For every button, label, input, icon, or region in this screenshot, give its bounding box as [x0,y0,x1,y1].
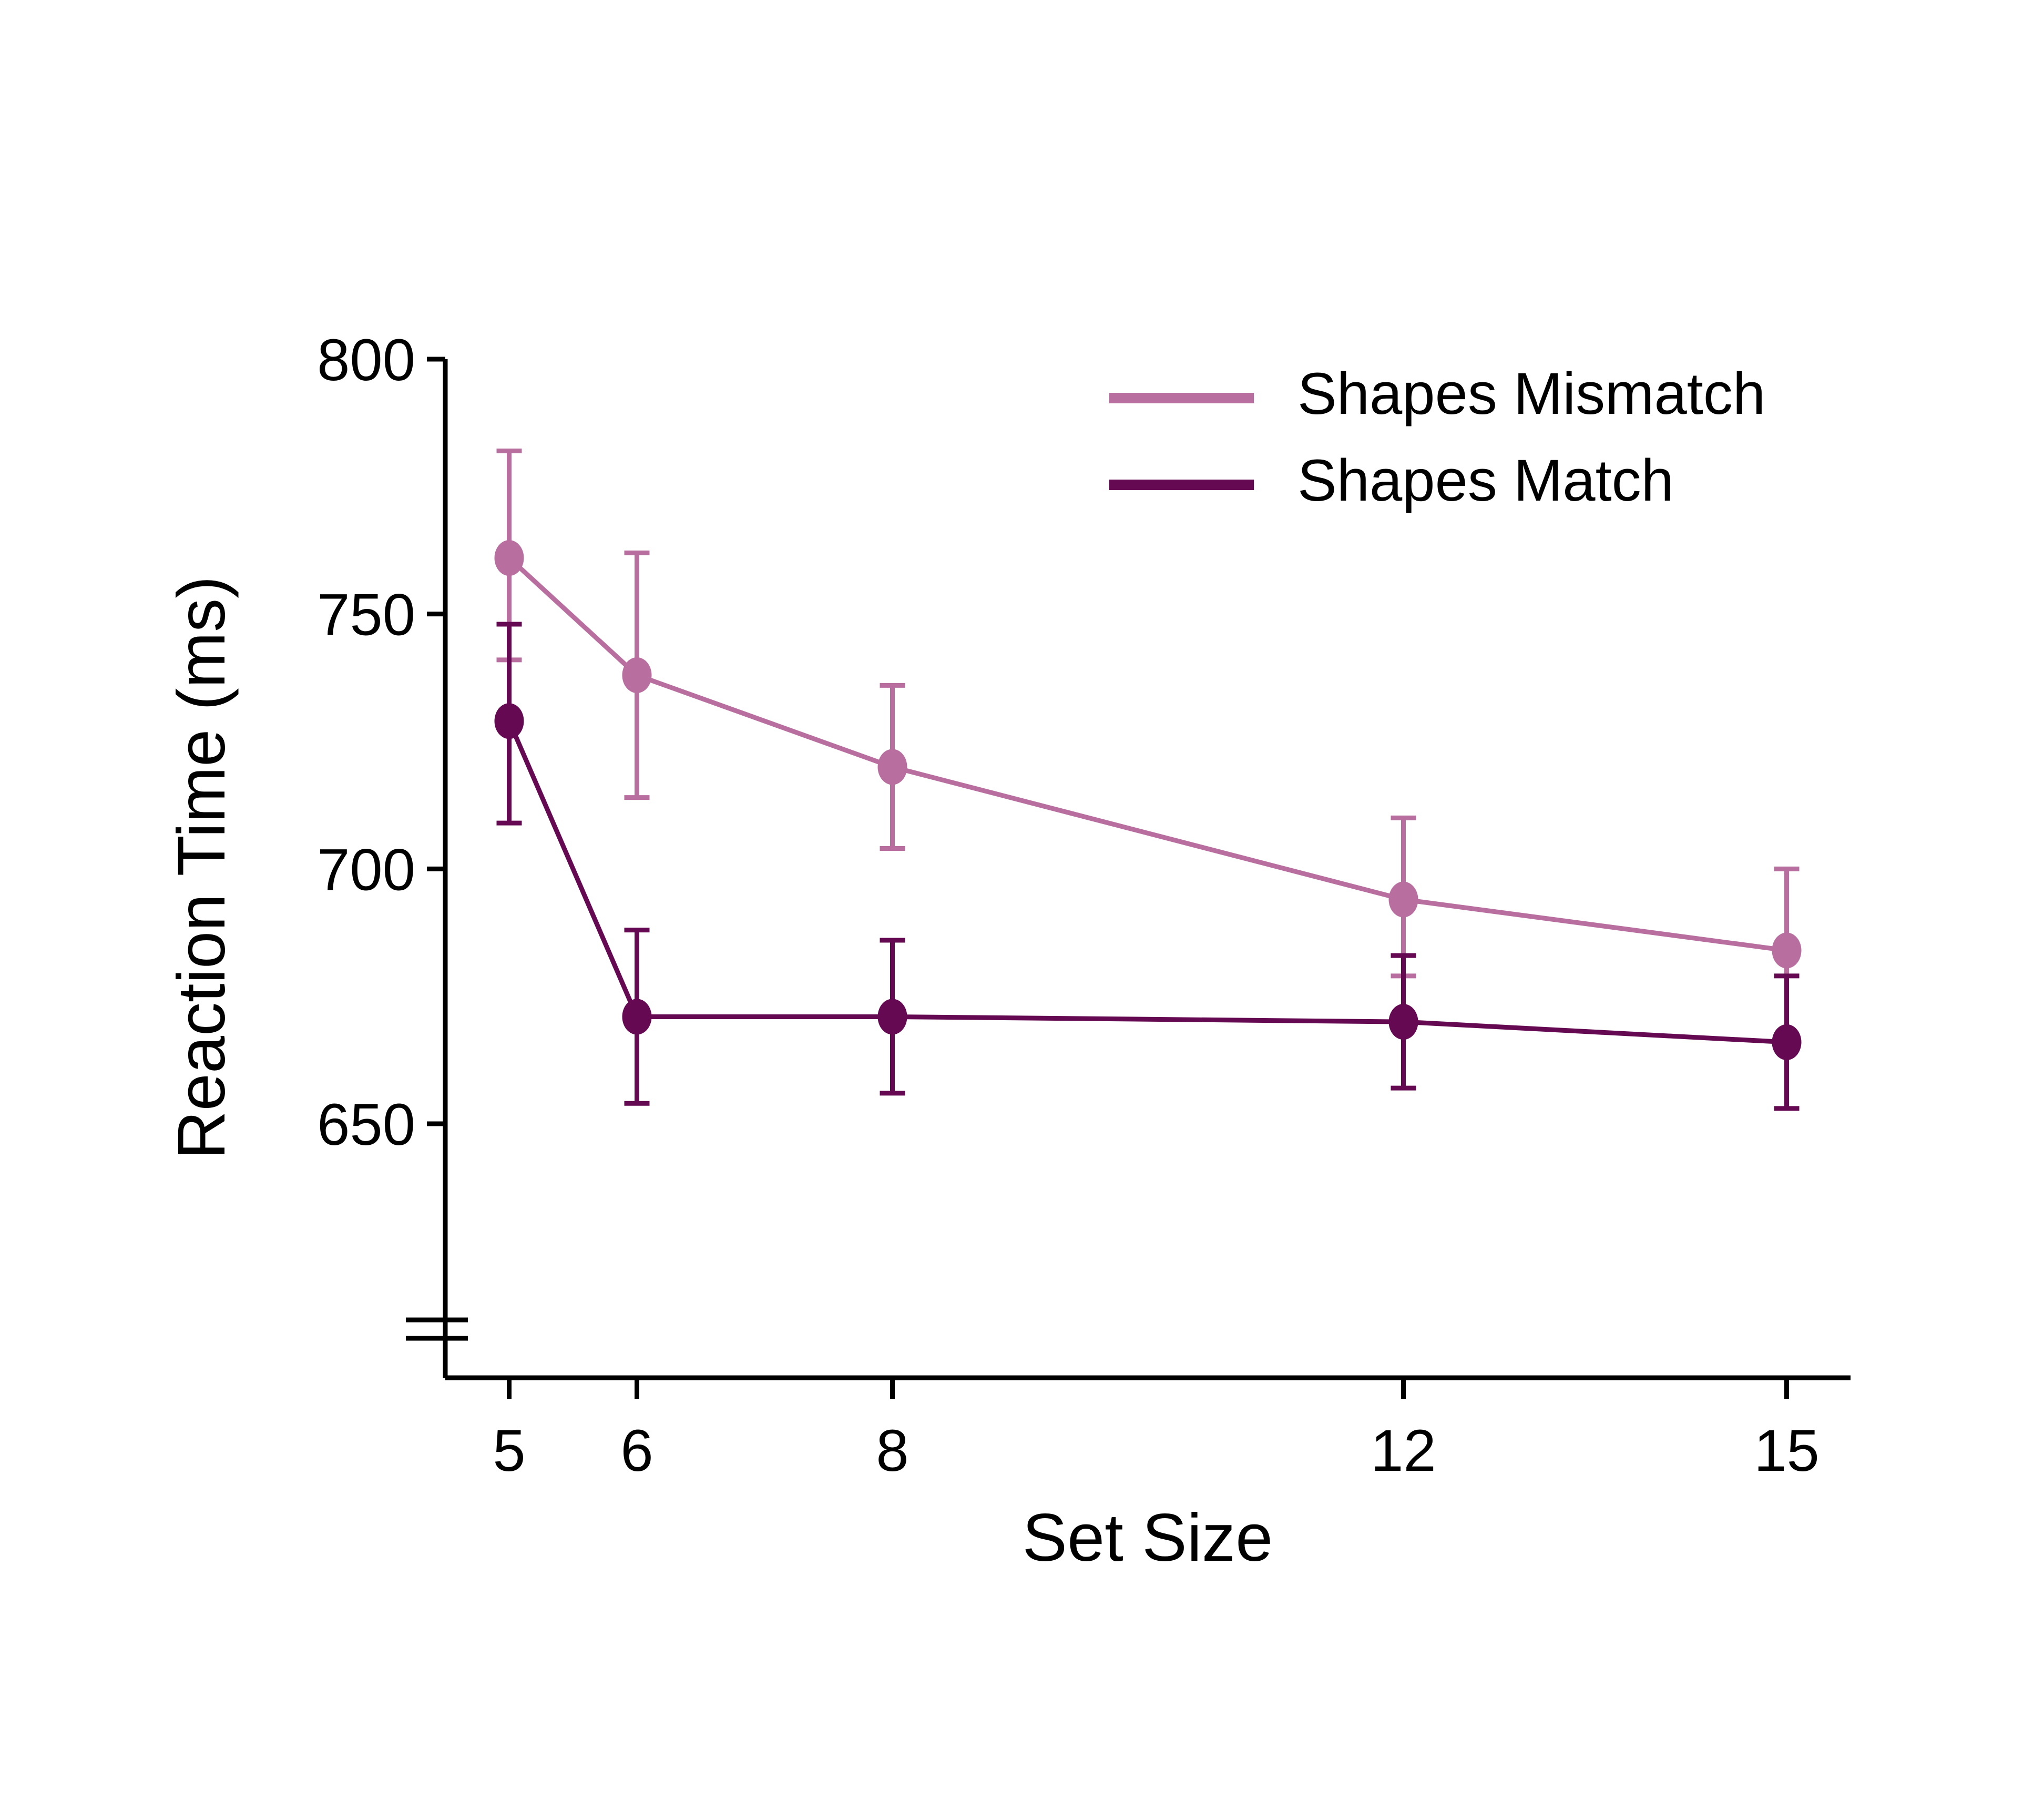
legend-label-shapes-mismatch: Shapes Mismatch [1297,361,1765,426]
x-tick-label: 12 [1371,1418,1436,1483]
y-axis-title: Reaction Time (ms) [164,576,239,1160]
data-point [622,999,652,1035]
y-tick-label: 800 [317,327,415,393]
data-point [1772,932,1802,969]
series-layer [494,448,1802,1111]
data-point [622,657,652,693]
data-point [1388,1004,1418,1040]
legend: Shapes Mismatch Shapes Match [1109,361,1765,513]
data-point [494,703,524,739]
series-line-shapes-match [507,720,1787,1045]
data-point [494,540,524,576]
y-tick-label: 750 [317,582,415,648]
x-tick-label: 15 [1754,1418,1820,1483]
data-point [877,749,907,785]
data-point [1388,881,1418,918]
y-ticks: 650 700 750 800 [317,327,445,1157]
x-tick-label: 6 [620,1418,653,1483]
y-tick-label: 650 [317,1092,415,1157]
data-point [1772,1024,1802,1060]
legend-label-shapes-match: Shapes Match [1297,448,1674,513]
x-axis-title: Set Size [1023,1500,1273,1575]
series-shapes-match [494,622,1802,1111]
series-shapes-mismatch [494,448,1802,1040]
x-tick-label: 5 [493,1418,525,1483]
x-tick-label: 8 [876,1418,908,1483]
data-point [877,999,907,1035]
y-tick-label: 700 [317,837,415,902]
x-ticks: 5 6 8 12 15 [493,1378,1820,1483]
series-line-shapes-mismatch [507,556,1787,953]
